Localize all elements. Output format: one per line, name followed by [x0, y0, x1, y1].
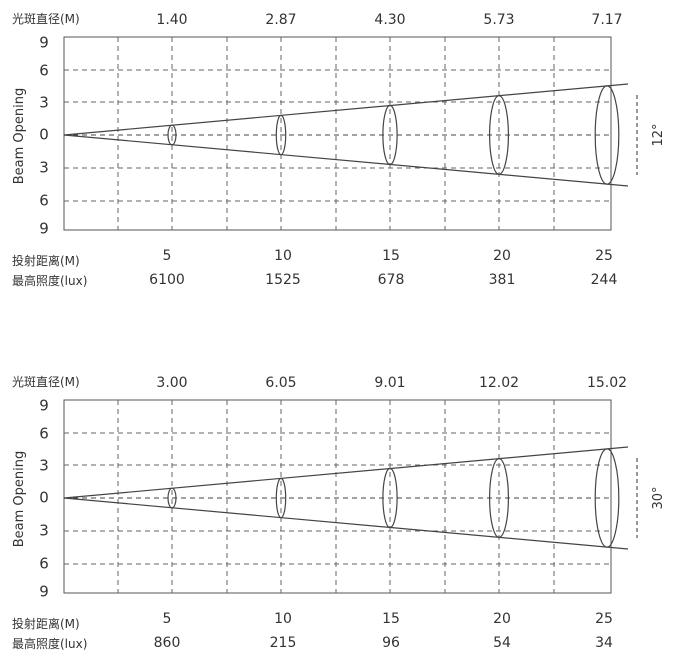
illuminance-value: 34 — [595, 635, 613, 651]
y-axis-label: Beam Opening — [12, 451, 27, 548]
illuminance-value: 96 — [382, 635, 400, 651]
illuminance-values: 6100 1525 678 381 244 — [149, 272, 617, 288]
beam-chart-2: 光斑直径(M) 3.00 6.05 9.01 12.02 15.02 — [12, 375, 666, 651]
illuminance-value: 244 — [591, 272, 618, 288]
distance-value: 10 — [274, 248, 292, 264]
y-tick-label: 6 — [39, 62, 49, 80]
y-tick-label: 3 — [39, 159, 49, 177]
spot-diameter-values: 1.40 2.87 4.30 5.73 7.17 — [156, 12, 622, 28]
illuminance-label: 最高照度(lux) — [12, 273, 87, 288]
spot-diameter-value: 3.00 — [156, 375, 187, 391]
beam-edge-upper — [63, 83, 629, 136]
illuminance-label: 最高照度(lux) — [12, 636, 87, 651]
beam-edge-lower — [63, 134, 629, 187]
spot-diameter-label: 光斑直径(M) — [12, 12, 80, 26]
beam-spot-ellipse — [275, 114, 287, 156]
plot-frame — [63, 399, 612, 594]
beam-spot-ellipse — [594, 448, 620, 548]
beam-edge-upper — [63, 446, 629, 499]
beam-spot-ellipse — [594, 85, 620, 185]
spot-diameter-value: 7.17 — [591, 12, 622, 28]
beam-spot-ellipse — [489, 458, 510, 538]
y-tick-labels: 9 6 3 0 3 6 9 — [39, 397, 49, 601]
spot-diameter-label: 光斑直径(M) — [12, 375, 80, 389]
beam-angle-label: 12° — [651, 123, 666, 146]
beam-spot-ellipse — [489, 95, 510, 175]
beam-angle-indicator: 12° — [636, 95, 666, 175]
distance-value: 20 — [493, 248, 511, 264]
distance-label: 投射距离(M) — [12, 253, 80, 268]
illuminance-value: 1525 — [265, 272, 301, 288]
beam-spot-ellipse — [275, 477, 287, 519]
distance-value: 10 — [274, 611, 292, 627]
y-axis-label: Beam Opening — [12, 88, 27, 185]
illuminance-values: 860 215 96 54 34 — [154, 635, 613, 651]
distance-value: 15 — [382, 248, 400, 264]
y-tick-label: 0 — [39, 126, 49, 144]
spot-diameter-value: 1.40 — [156, 12, 187, 28]
distance-value: 25 — [595, 611, 613, 627]
illuminance-value: 860 — [154, 635, 181, 651]
beam-marks — [63, 83, 629, 187]
spot-diameter-value: 9.01 — [374, 375, 405, 391]
beam-spot-ellipse — [382, 467, 398, 529]
y-tick-label: 6 — [39, 425, 49, 443]
gridlines — [64, 37, 611, 230]
y-tick-label: 3 — [39, 457, 49, 475]
distance-value: 25 — [595, 248, 613, 264]
y-tick-label: 6 — [39, 192, 49, 210]
spot-diameter-values: 3.00 6.05 9.01 12.02 15.02 — [156, 375, 627, 391]
illuminance-value: 678 — [378, 272, 405, 288]
beam-angle-indicator: 30° — [636, 458, 666, 538]
y-tick-label: 3 — [39, 94, 49, 112]
beam-spot-ellipse — [167, 487, 177, 509]
y-tick-label: 9 — [39, 220, 49, 238]
beam-chart-1: 光斑直径(M) 1.40 2.87 4.30 5.73 7.17 9 — [12, 12, 666, 288]
beam-spot-ellipse — [167, 124, 177, 146]
distance-value: 5 — [163, 611, 172, 627]
spot-diameter-value: 6.05 — [265, 375, 296, 391]
spot-diameter-value: 5.73 — [483, 12, 514, 28]
spot-diameter-value: 12.02 — [479, 375, 519, 391]
y-tick-label: 0 — [39, 489, 49, 507]
distance-values: 5 10 15 20 25 — [163, 611, 613, 627]
beam-angle-label: 30° — [651, 486, 666, 509]
distance-values: 5 10 15 20 25 — [163, 248, 613, 264]
y-tick-label: 6 — [39, 555, 49, 573]
spot-diameter-value: 15.02 — [587, 375, 627, 391]
illuminance-value: 381 — [489, 272, 516, 288]
y-tick-label: 3 — [39, 522, 49, 540]
beam-spot-ellipse — [382, 104, 398, 166]
gridlines — [64, 400, 611, 593]
beam-edge-lower — [63, 497, 629, 550]
y-tick-label: 9 — [39, 397, 49, 415]
illuminance-value: 54 — [493, 635, 511, 651]
y-tick-label: 9 — [39, 34, 49, 52]
spot-diameter-value: 4.30 — [374, 12, 405, 28]
distance-label: 投射距离(M) — [12, 616, 80, 631]
y-tick-labels: 9 6 3 0 3 6 9 — [39, 34, 49, 238]
plot-frame — [63, 36, 612, 231]
distance-value: 15 — [382, 611, 400, 627]
distance-value: 5 — [163, 248, 172, 264]
beam-marks — [63, 446, 629, 550]
spot-diameter-value: 2.87 — [265, 12, 296, 28]
illuminance-value: 215 — [270, 635, 297, 651]
y-tick-label: 9 — [39, 583, 49, 601]
illuminance-value: 6100 — [149, 272, 185, 288]
distance-value: 20 — [493, 611, 511, 627]
